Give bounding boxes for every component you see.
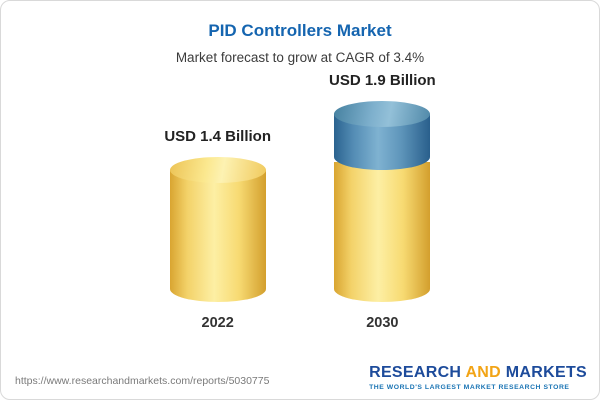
- category-label-2022: 2022: [201, 315, 234, 331]
- value-label-2022: USD 1.4 Billion: [164, 128, 271, 145]
- research-and-markets-logo: RESEARCH AND MARKETS THE WORLD'S LARGEST…: [369, 364, 587, 391]
- bar-group-2022: USD 1.4 Billion 2022: [164, 128, 271, 331]
- value-label-2030: USD 1.9 Billion: [329, 72, 436, 89]
- logo-tagline: THE WORLD'S LARGEST MARKET RESEARCH STOR…: [369, 384, 570, 391]
- source-url-link[interactable]: https://www.researchandmarkets.com/repor…: [15, 375, 270, 387]
- cylinder-body-yellow: [169, 170, 266, 302]
- cylinder-top-ellipse: [169, 157, 266, 183]
- cylinder-2030: [334, 101, 431, 302]
- logo-word-and: AND: [465, 364, 502, 381]
- cylinder-segment-yellow: [334, 162, 431, 302]
- chart-subtitle: Market forecast to grow at CAGR of 3.4%: [175, 50, 425, 65]
- logo-word-research: RESEARCH: [369, 364, 462, 381]
- category-label-2030: 2030: [366, 315, 399, 331]
- footer: https://www.researchandmarkets.com/repor…: [15, 364, 587, 391]
- bar-group-2030: USD 1.9 Billion 2030: [329, 72, 436, 331]
- cylinder-top-ellipse-blue: [334, 101, 431, 127]
- cylinder-2022: [169, 157, 266, 302]
- logo-wordmark: RESEARCH AND MARKETS: [369, 364, 587, 382]
- logo-word-markets: MARKETS: [505, 364, 587, 381]
- chart-plot-area: USD 1.4 Billion 2022 USD 1.9 Billion 203…: [1, 69, 599, 331]
- chart-title: PID Controllers Market: [208, 21, 392, 40]
